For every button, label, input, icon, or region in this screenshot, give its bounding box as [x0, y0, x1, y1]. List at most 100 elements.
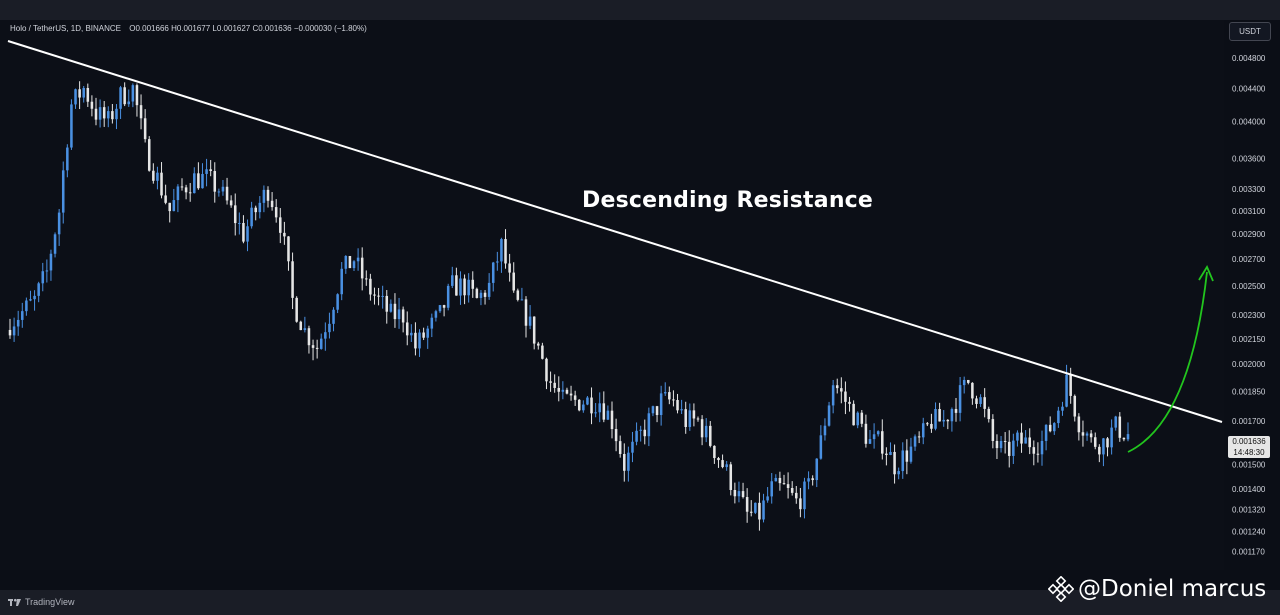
currency-button[interactable]: USDT	[1229, 22, 1271, 41]
candle-down	[590, 397, 593, 414]
watermark-text: @Doniel marcus	[1078, 576, 1267, 602]
candle-down	[377, 295, 380, 297]
chart-area[interactable]	[0, 20, 1224, 570]
candle-up	[876, 431, 880, 435]
candle-up	[942, 419, 945, 422]
candle-down	[123, 87, 126, 105]
candle-down	[692, 410, 696, 419]
candle-down	[971, 382, 974, 399]
candle-down	[184, 187, 188, 193]
candle-up	[16, 319, 20, 327]
candle-up	[1102, 438, 1105, 455]
trendline-annotation: Descending Resistance	[582, 188, 874, 213]
candle-down	[225, 186, 229, 201]
current-price-label: 0.001636 14:48:30	[1228, 436, 1270, 458]
candle-down	[360, 257, 364, 279]
candle-down	[569, 393, 573, 396]
candle-up	[913, 436, 917, 447]
price-tick-label: 0.003300	[1232, 185, 1266, 194]
candle-down	[111, 111, 114, 120]
candle-up	[258, 202, 262, 213]
candle-down	[233, 205, 237, 224]
candle-up	[119, 87, 122, 109]
candle-up	[606, 410, 610, 420]
candle-up	[725, 464, 728, 468]
candle-down	[475, 288, 479, 298]
price-axis[interactable]	[1224, 20, 1280, 570]
candle-down	[643, 429, 647, 437]
price-tick-label: 0.002000	[1232, 360, 1266, 369]
candle-down	[700, 419, 704, 438]
time-axis[interactable]	[0, 570, 1280, 590]
candle-down	[885, 453, 888, 456]
candle-up	[766, 496, 769, 501]
candle-up	[246, 226, 249, 242]
price-tick-label: 0.003100	[1232, 207, 1266, 216]
candle-up	[21, 311, 24, 320]
candle-down	[991, 419, 995, 441]
candle-up	[1024, 437, 1027, 444]
candle-up	[381, 295, 384, 297]
candle-up	[807, 478, 810, 482]
candle-down	[242, 222, 245, 242]
candle-down	[299, 321, 303, 331]
candle-down	[504, 239, 507, 264]
candle-down	[168, 202, 171, 212]
candle-down	[270, 200, 274, 208]
candle-up	[635, 430, 638, 442]
candle-down	[1036, 453, 1040, 455]
candle-down	[696, 418, 700, 420]
candle-down	[209, 169, 212, 172]
candle-down	[852, 403, 855, 426]
candle-up	[467, 279, 470, 296]
candle-down	[741, 491, 745, 498]
candle-down	[864, 423, 868, 444]
candle-up	[221, 186, 225, 192]
candle-down	[1098, 446, 1101, 455]
candle-down	[164, 195, 167, 203]
price-tick-label: 0.004000	[1232, 118, 1266, 127]
candle-down	[614, 429, 618, 442]
candle-up	[115, 108, 118, 120]
candle-down	[1089, 433, 1093, 438]
candle-down	[1077, 416, 1081, 433]
candle-down	[295, 297, 298, 322]
price-tick-label: 0.001400	[1232, 485, 1266, 494]
price-tick-label: 0.002300	[1232, 311, 1266, 320]
candle-up	[389, 303, 393, 312]
candle-up	[1065, 374, 1068, 407]
candle-up	[25, 300, 28, 312]
candle-up	[663, 392, 667, 394]
candle-down	[139, 105, 143, 119]
candle-up	[324, 332, 327, 339]
candle-up	[29, 299, 32, 301]
price-tick-label: 0.001320	[1232, 505, 1266, 514]
candle-up	[459, 278, 462, 296]
candle-up	[1057, 410, 1060, 424]
candle-up	[41, 271, 45, 284]
candle-up	[958, 385, 962, 413]
candle-up	[950, 409, 954, 422]
candle-down	[938, 408, 941, 422]
price-tick-label: 0.002150	[1232, 335, 1266, 344]
candle-up	[962, 379, 966, 386]
candle-up	[12, 326, 16, 336]
candle-down	[577, 399, 581, 411]
candle-down	[553, 382, 556, 388]
candle-up	[238, 222, 241, 224]
candle-up	[737, 491, 741, 497]
candle-up	[430, 317, 434, 329]
candle-down	[844, 391, 847, 402]
candle-up	[352, 261, 356, 269]
candle-up	[819, 435, 823, 459]
candle-down	[995, 440, 999, 449]
candle-up	[201, 173, 204, 189]
tradingview-logo[interactable]: TradingView	[8, 597, 75, 607]
candle-down	[287, 236, 290, 262]
candle-down	[86, 88, 90, 102]
candle-up	[754, 502, 757, 513]
candle-down	[684, 409, 687, 427]
candle-up	[479, 292, 483, 298]
candle-down	[1069, 374, 1072, 396]
candle-down	[1032, 447, 1036, 454]
